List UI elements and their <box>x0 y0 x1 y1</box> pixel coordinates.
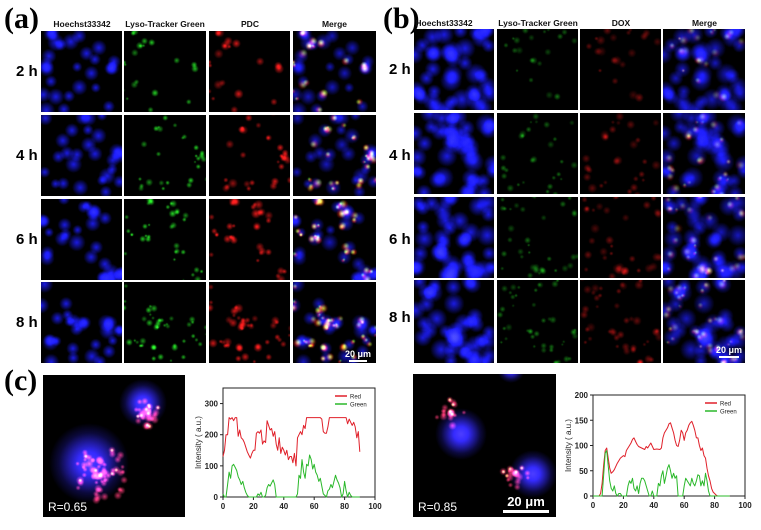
panel-b-tile-hoechst-4h <box>414 113 494 194</box>
panel-b-col-header-hoechst: Hoechst33342 <box>415 18 473 28</box>
x-tick-label: 20 <box>619 501 628 510</box>
x-tick-label: 100 <box>368 502 382 511</box>
panel-a-row-label-8h: 8 h <box>16 314 38 331</box>
series-green-line <box>222 454 360 498</box>
panel-a-tile-hoechst-6h <box>41 199 122 280</box>
y-tick-label: 0 <box>584 492 589 501</box>
panel-b-scalebar-text: 20 μm <box>715 345 743 355</box>
panel-c-right-scalebar-line <box>503 510 549 513</box>
panel-b-tile-merge-2h <box>663 29 745 110</box>
panel-a-tile-lysotracker-8h <box>124 282 206 363</box>
panel-b-tile-merge-4h <box>663 113 745 194</box>
panel-b-row-label-2h: 2 h <box>389 61 411 78</box>
panel-a-tile-pdc-4h <box>209 115 290 196</box>
y-tick-label: 100 <box>205 462 219 471</box>
panel-a-col-header-hoechst: Hoechst33342 <box>53 19 111 29</box>
panel-a-tile-pdc-8h <box>209 282 290 363</box>
series-red-line <box>222 417 361 467</box>
panel-b-tile-lysotracker-4h <box>497 113 578 194</box>
x-tick-label: 0 <box>591 501 596 510</box>
legend-label-red: Red <box>720 402 731 408</box>
panel-a-tile-merge-4h <box>293 115 376 196</box>
panel-a-scalebar-text: 20 μm <box>344 349 372 359</box>
y-tick-label: 100 <box>575 442 589 451</box>
x-tick-label: 20 <box>249 502 258 511</box>
panel-b-tile-hoechst-8h <box>414 280 494 363</box>
panel-a-col-header-merge: Merge <box>321 19 348 29</box>
y-tick-label: 150 <box>575 416 589 425</box>
panel-a-tile-pdc-2h <box>209 31 290 112</box>
y-tick-label: 300 <box>205 400 219 409</box>
panel-a-tile-merge-6h <box>293 199 376 280</box>
panel-a-tile-lysotracker-2h <box>124 31 206 112</box>
line-profile-chart-dox: 0 50 100 150 200 0 20 40 60 80 100 Intensity ( a.u.… <box>560 375 761 525</box>
x-tick-label: 60 <box>310 502 319 511</box>
panel-b-tile-lysotracker-6h <box>497 197 578 278</box>
panel-a-tile-hoechst-2h <box>41 31 122 112</box>
y-tick-label: 50 <box>579 467 588 476</box>
panel-a-tile-merge-2h <box>293 31 376 112</box>
plot-frame <box>222 387 376 498</box>
panel-c-right-scalebar-text: 20 μm <box>507 494 545 509</box>
panel-c-left-r-value: R=0.65 <box>48 500 88 514</box>
panel-b-row-label-4h: 4 h <box>389 147 411 164</box>
y-axis-label: Intensity ( a.u.) <box>194 416 203 469</box>
x-tick-label: 60 <box>680 501 689 510</box>
panel-b-tile-dox-8h <box>580 280 661 363</box>
panel-a-scalebar: 20 μm <box>342 349 374 362</box>
panel-a-tile-hoechst-8h <box>41 282 122 363</box>
panel-b-tile-dox-6h <box>580 197 661 278</box>
panel-b-tile-lysotracker-2h <box>497 29 578 110</box>
panel-b-tile-hoechst-6h <box>414 197 494 278</box>
legend-label-green: Green <box>350 403 367 409</box>
x-tick-label: 40 <box>649 501 658 510</box>
panel-a-tile-lysotracker-6h <box>124 199 206 280</box>
panel-b-col-header-merge: Merge <box>691 18 718 28</box>
panel-b-scalebar-line <box>719 356 739 358</box>
panel-a-row-label-4h: 4 h <box>16 147 38 164</box>
x-tick-label: 40 <box>279 502 288 511</box>
series-green-line <box>593 450 730 497</box>
panel-b-col-header-dox: DOX <box>611 18 631 28</box>
panel-b-row-label-8h: 8 h <box>389 309 411 326</box>
panel-c-right-r-value: R=0.85 <box>418 500 458 514</box>
panel-a-col-header-pdc: PDC <box>241 19 259 29</box>
panel-b-tile-merge-8h <box>663 280 745 363</box>
y-axis-label: Intensity ( a.u.) <box>564 419 573 472</box>
panel-b-row-label-6h: 6 h <box>389 231 411 248</box>
panel-c-right-cell-image: R=0.85 20 μm <box>413 374 556 517</box>
panel-b-tile-dox-2h <box>580 29 661 110</box>
panel-b-tile-lysotracker-8h <box>497 280 578 363</box>
panel-a-tile-pdc-6h <box>209 199 290 280</box>
series-red-line <box>593 420 730 497</box>
panel-a-row-label-2h: 2 h <box>16 63 38 80</box>
y-tick-label: 200 <box>205 431 219 440</box>
panel-b-label: (b) <box>383 2 420 35</box>
panel-c-label: (c) <box>4 364 38 397</box>
panel-a-label: (a) <box>4 2 39 35</box>
panel-b-tile-hoechst-2h <box>414 29 494 110</box>
panel-c-right-scalebar: 20 μm <box>502 494 550 513</box>
x-tick-label: 0 <box>221 502 226 511</box>
x-tick-label: 80 <box>710 501 719 510</box>
legend-label-green: Green <box>720 410 737 416</box>
panel-c-left-cell-image: R=0.65 <box>43 375 185 517</box>
panel-a-tile-lysotracker-4h <box>124 115 206 196</box>
legend-label-red: Red <box>350 395 361 401</box>
panel-b-tile-dox-4h <box>580 113 661 194</box>
x-tick-label: 80 <box>340 502 349 511</box>
line-profile-chart-pdc: 0 100 200 300 0 20 40 60 80 100 Intensity ( a.u.) R… <box>190 375 390 525</box>
panel-b-scalebar: 20 μm <box>713 345 745 358</box>
y-tick-label: 200 <box>575 391 589 400</box>
panel-a-tile-hoechst-4h <box>41 115 122 196</box>
panel-b-col-header-lysotracker: Lyso-Tracker Green <box>498 18 578 28</box>
x-tick-label: 100 <box>738 501 752 510</box>
panel-a-scalebar-line <box>349 360 367 362</box>
panel-a-tile-merge-8h <box>293 282 376 363</box>
panel-a-row-label-6h: 6 h <box>16 231 38 248</box>
panel-a-col-header-lysotracker: Lyso-Tracker Green <box>125 19 205 29</box>
panel-b-tile-merge-6h <box>663 197 745 278</box>
y-tick-label: 0 <box>214 493 219 502</box>
